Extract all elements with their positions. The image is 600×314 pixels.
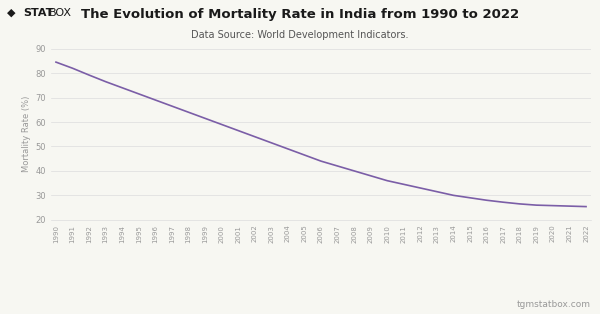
Y-axis label: Mortality Rate (%): Mortality Rate (%)	[22, 96, 31, 172]
Text: Data Source: World Development Indicators.: Data Source: World Development Indicator…	[191, 30, 409, 40]
Text: STAT: STAT	[23, 8, 53, 18]
Text: ◆: ◆	[7, 8, 16, 18]
Text: tgmstatbox.com: tgmstatbox.com	[517, 300, 591, 309]
Text: The Evolution of Mortality Rate in India from 1990 to 2022: The Evolution of Mortality Rate in India…	[81, 8, 519, 21]
Text: BOX: BOX	[49, 8, 72, 18]
